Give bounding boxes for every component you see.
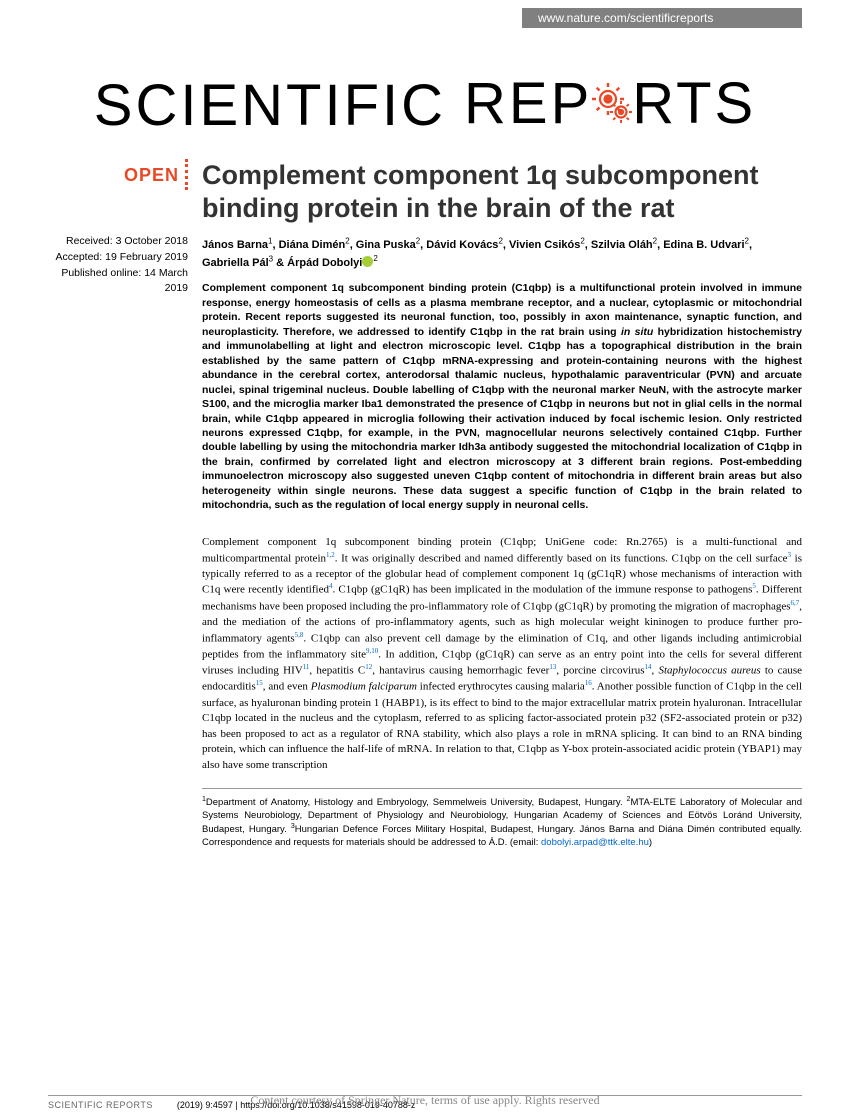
orcid-icon[interactable] — [362, 256, 373, 267]
abstract: Complement component 1q subcomponent bin… — [202, 281, 802, 535]
body-text: Complement component 1q subcomponent bin… — [202, 535, 802, 774]
left-column: OPEN Received: 3 October 2018 Accepted: … — [48, 159, 188, 849]
author-last-affil: 2 — [373, 254, 377, 263]
date-received: Received: 3 October 2018 — [48, 234, 188, 250]
journal-word-reports: REP RTS — [464, 70, 756, 141]
author-list: János Barna1, Diána Dimén2, Gina Puska2,… — [202, 235, 802, 281]
header-banner-wrap: www.nature.com/scientificreports — [48, 0, 802, 8]
article-dates: Received: 3 October 2018 Accepted: 19 Fe… — [48, 190, 188, 297]
main-column: Complement component 1q subcomponent bin… — [200, 159, 802, 849]
journal-word-rts: RTS — [632, 71, 756, 136]
divider-line — [202, 788, 802, 789]
open-access-label: OPEN — [48, 159, 188, 190]
journal-url-banner[interactable]: www.nature.com/scientificreports — [522, 8, 802, 28]
footer-journal: SCIENTIFIC REPORTS — [48, 1100, 153, 1110]
authors-text: János Barna1, Diána Dimén2, Gina Puska2,… — [202, 239, 752, 269]
affiliations: 1Department of Anatomy, Histology and Em… — [202, 795, 802, 850]
article-title: Complement component 1q subcomponent bin… — [202, 159, 802, 235]
journal-word-scientific: SCIENTIFIC — [94, 72, 446, 139]
date-accepted: Accepted: 19 February 2019 — [48, 250, 188, 266]
footer-rights: Content courtesy of Springer Nature, ter… — [250, 1093, 599, 1108]
date-published: Published online: 14 March 2019 — [48, 266, 188, 298]
journal-word-rep: REP — [464, 71, 592, 136]
page-footer: SCIENTIFIC REPORTS (2019) 9:4597 | https… — [48, 1095, 802, 1110]
gear-icon — [588, 74, 636, 141]
journal-title: SCIENTIFIC REP RTS — [48, 28, 802, 159]
